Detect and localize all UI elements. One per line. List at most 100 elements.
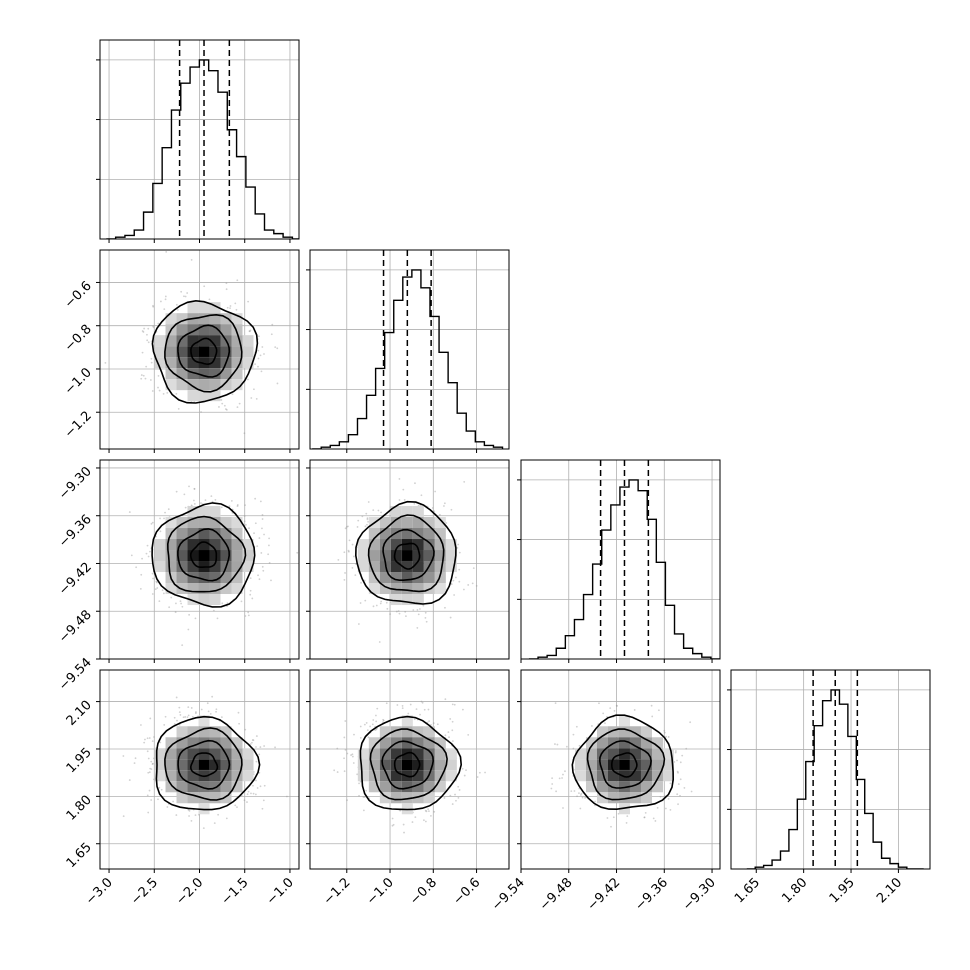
scatter-point — [425, 810, 428, 813]
density-cell — [390, 572, 402, 584]
density-peak — [402, 550, 413, 561]
scatter-point — [257, 365, 259, 368]
contour-3 — [586, 728, 666, 801]
scatter-point — [434, 490, 437, 493]
scatter-point — [213, 822, 216, 825]
density-cell — [368, 561, 380, 573]
scatter-point — [244, 615, 247, 617]
scatter-point — [150, 361, 153, 364]
scatter-point — [257, 574, 259, 577]
scatter-point — [650, 704, 653, 707]
scatter-point — [263, 353, 265, 355]
density-cell — [165, 770, 177, 782]
density-cell — [640, 726, 652, 738]
scatter-point — [249, 589, 252, 592]
scatter-point — [677, 771, 679, 774]
scatter-point — [424, 611, 427, 614]
scatter-point — [375, 604, 378, 607]
density-cell — [618, 726, 630, 738]
histogram-panel-3 — [727, 669, 931, 873]
scatter-point — [166, 392, 169, 394]
scatter-point — [643, 816, 646, 819]
scatter-point — [256, 545, 259, 548]
density-cell — [412, 539, 424, 551]
scatter-point — [175, 392, 178, 395]
scatter-point — [457, 785, 460, 788]
scatter-point — [665, 735, 667, 738]
density-cell — [231, 561, 243, 573]
density-cell — [401, 583, 413, 595]
scatter-point — [139, 587, 142, 590]
density-cell — [209, 550, 221, 562]
scatter-point — [363, 796, 366, 799]
density-cell — [618, 715, 630, 727]
x-tick-label: −9.48 — [537, 875, 576, 914]
scatter-point — [166, 806, 169, 808]
scatter-point — [448, 736, 450, 739]
scatter-point — [221, 402, 224, 405]
density-cell — [209, 561, 221, 573]
scatter-point — [669, 782, 672, 785]
scatter-point — [575, 725, 578, 728]
scatter-point — [146, 544, 149, 547]
scatter-point — [344, 572, 346, 574]
scatter-point — [184, 716, 187, 718]
scatter-point — [572, 733, 575, 736]
scatter-point — [403, 831, 405, 834]
scatter-point — [258, 753, 261, 756]
density-cell — [231, 770, 243, 782]
density-cell — [176, 792, 188, 804]
scatter-point — [467, 734, 470, 736]
scatter-point — [380, 600, 383, 603]
scatter-point — [234, 302, 237, 305]
scatter-point — [420, 494, 423, 497]
scatter-point — [656, 806, 659, 809]
scatter-point — [385, 702, 388, 705]
density-cell — [434, 583, 446, 595]
contour-4 — [571, 714, 675, 811]
density-cell — [379, 583, 391, 595]
scatter-point — [430, 724, 432, 726]
scatter-point — [445, 522, 448, 524]
scatter-point — [606, 817, 609, 819]
density-cell — [231, 379, 243, 391]
scatter-point — [200, 411, 202, 413]
density-cell — [220, 726, 232, 738]
scatter-point — [561, 777, 563, 779]
scatter-point — [193, 499, 195, 502]
scatter-point — [451, 729, 454, 732]
scatter-point — [263, 784, 266, 787]
scatter-point — [476, 776, 479, 778]
scatter-point — [152, 577, 154, 580]
scatter-point — [258, 537, 261, 539]
density-cell — [445, 550, 457, 562]
scatter-point — [343, 578, 346, 581]
histogram-step — [312, 269, 504, 449]
scatter-point — [243, 432, 246, 435]
density-cell — [434, 550, 446, 562]
scatter-point — [453, 594, 456, 596]
density-cell — [231, 517, 243, 529]
scatter-point — [234, 804, 237, 807]
density-cell — [220, 379, 232, 391]
density-cell — [390, 759, 402, 771]
density-cell — [165, 517, 177, 529]
scatter-point — [625, 822, 628, 824]
scatter-point — [353, 555, 355, 558]
density-cell — [618, 792, 630, 804]
density-cell — [379, 528, 391, 540]
scatter-point — [270, 579, 272, 582]
scatter-point — [248, 330, 251, 332]
density-cell — [165, 759, 177, 771]
scatter-point — [145, 552, 148, 555]
scatter-point — [151, 593, 154, 595]
density-cell — [198, 781, 210, 793]
density-cell — [368, 539, 380, 551]
scatter-point — [674, 750, 677, 752]
density-cell — [434, 748, 446, 760]
density-peak — [199, 346, 210, 357]
density-cell — [434, 759, 446, 771]
scatter-point — [457, 797, 460, 799]
scatter-point — [458, 551, 461, 554]
density-cell — [198, 324, 210, 336]
